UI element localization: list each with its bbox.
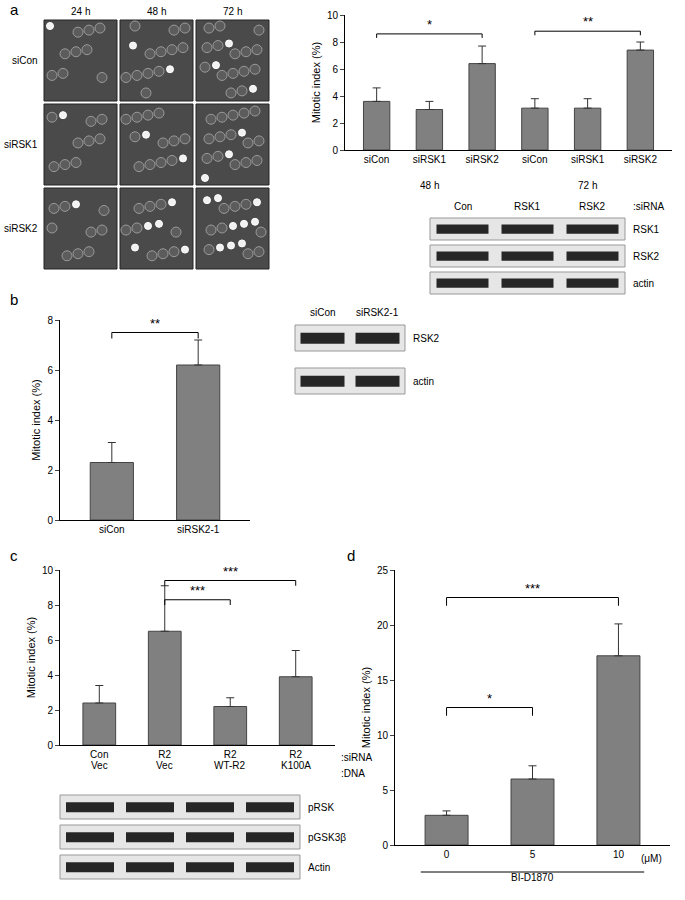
svg-text:10: 10 xyxy=(42,565,54,576)
svg-text:siCon: siCon xyxy=(522,154,548,165)
svg-text:siRSK2-1: siRSK2-1 xyxy=(177,524,220,535)
svg-text:actin: actin xyxy=(413,376,434,387)
svg-text:siRSK2: siRSK2 xyxy=(624,154,658,165)
svg-text:6: 6 xyxy=(47,365,53,376)
svg-text:***: *** xyxy=(190,583,205,598)
svg-text:pRSK: pRSK xyxy=(308,802,334,813)
svg-text:siCon: siCon xyxy=(364,154,390,165)
svg-text:Vec: Vec xyxy=(156,760,173,771)
svg-text:siCon: siCon xyxy=(310,307,336,318)
svg-text:siRSK2: siRSK2 xyxy=(465,154,499,165)
svg-text:8: 8 xyxy=(332,37,338,48)
svg-text:8: 8 xyxy=(47,600,53,611)
svg-text:pGSK3β: pGSK3β xyxy=(308,832,346,843)
svg-text:48 h: 48 h xyxy=(420,180,439,191)
svg-text:6: 6 xyxy=(47,635,53,646)
svg-text:R2: R2 xyxy=(289,749,302,760)
svg-text:2: 2 xyxy=(332,118,338,129)
svg-text:24 h: 24 h xyxy=(71,6,90,17)
svg-text:RSK1: RSK1 xyxy=(633,224,660,235)
svg-text:actin: actin xyxy=(633,278,654,289)
svg-text:**: ** xyxy=(583,14,593,29)
svg-text:25: 25 xyxy=(377,565,389,576)
svg-text:c: c xyxy=(10,547,18,564)
svg-text:10: 10 xyxy=(327,10,339,21)
svg-text:***: *** xyxy=(525,581,540,596)
svg-text:RSK1: RSK1 xyxy=(514,201,541,212)
svg-text:8: 8 xyxy=(47,315,53,326)
svg-text:2: 2 xyxy=(47,465,53,476)
svg-text:Con: Con xyxy=(454,201,472,212)
svg-text:0: 0 xyxy=(47,740,53,751)
svg-text:72 h: 72 h xyxy=(578,180,597,191)
svg-text:RSK2: RSK2 xyxy=(633,251,660,262)
svg-text:15: 15 xyxy=(377,675,389,686)
svg-text:Mitotic index (%): Mitotic index (%) xyxy=(310,42,322,123)
svg-text:5: 5 xyxy=(382,785,388,796)
svg-text:10: 10 xyxy=(377,730,389,741)
svg-text:72 h: 72 h xyxy=(223,6,242,17)
svg-text:Mitotic index (%): Mitotic index (%) xyxy=(30,379,42,460)
svg-text:Actin: Actin xyxy=(308,862,330,873)
svg-text:siRSK1: siRSK1 xyxy=(571,154,605,165)
svg-text:siRSK2: siRSK2 xyxy=(4,223,38,234)
svg-text:BI-D1870: BI-D1870 xyxy=(511,872,554,883)
svg-text:K100A: K100A xyxy=(281,760,311,771)
svg-text:WT-R2: WT-R2 xyxy=(214,760,246,771)
svg-text:10: 10 xyxy=(613,849,625,860)
svg-text:siRSK2-1: siRSK2-1 xyxy=(356,307,399,318)
svg-text:6: 6 xyxy=(332,64,338,75)
svg-text:2: 2 xyxy=(47,705,53,716)
svg-text:Mitotic index (%): Mitotic index (%) xyxy=(360,667,372,748)
svg-text::siRNA: :siRNA xyxy=(633,201,664,212)
svg-text:4: 4 xyxy=(332,91,338,102)
svg-text:R2: R2 xyxy=(224,749,237,760)
svg-text:*: * xyxy=(427,17,432,32)
svg-text:*: * xyxy=(487,691,492,706)
svg-text:0: 0 xyxy=(332,145,338,156)
svg-text:4: 4 xyxy=(47,415,53,426)
svg-text:R2: R2 xyxy=(158,749,171,760)
svg-text::DNA: :DNA xyxy=(341,768,365,779)
svg-text:4: 4 xyxy=(47,670,53,681)
svg-text:b: b xyxy=(10,291,18,308)
svg-text:Mitotic index (%): Mitotic index (%) xyxy=(25,617,37,698)
svg-text:siCon: siCon xyxy=(99,524,125,535)
svg-text:Vec: Vec xyxy=(91,760,108,771)
svg-text::siRNA: :siRNA xyxy=(341,752,372,763)
svg-text:a: a xyxy=(10,1,19,18)
svg-text:**: ** xyxy=(150,316,160,331)
svg-text:0: 0 xyxy=(47,515,53,526)
svg-text:0: 0 xyxy=(382,840,388,851)
svg-text:20: 20 xyxy=(377,620,389,631)
svg-text:RSK2: RSK2 xyxy=(413,333,440,344)
svg-text:RSK2: RSK2 xyxy=(579,201,606,212)
svg-text:siCon: siCon xyxy=(12,55,38,66)
svg-text:(μM): (μM) xyxy=(641,853,662,864)
svg-text:siRSK1: siRSK1 xyxy=(4,139,38,150)
svg-text:siRSK1: siRSK1 xyxy=(413,154,447,165)
svg-text:Con: Con xyxy=(90,749,108,760)
svg-text:48 h: 48 h xyxy=(147,6,166,17)
svg-text:***: *** xyxy=(223,564,238,579)
svg-text:5: 5 xyxy=(530,849,536,860)
svg-text:0: 0 xyxy=(444,849,450,860)
svg-text:d: d xyxy=(347,547,355,564)
